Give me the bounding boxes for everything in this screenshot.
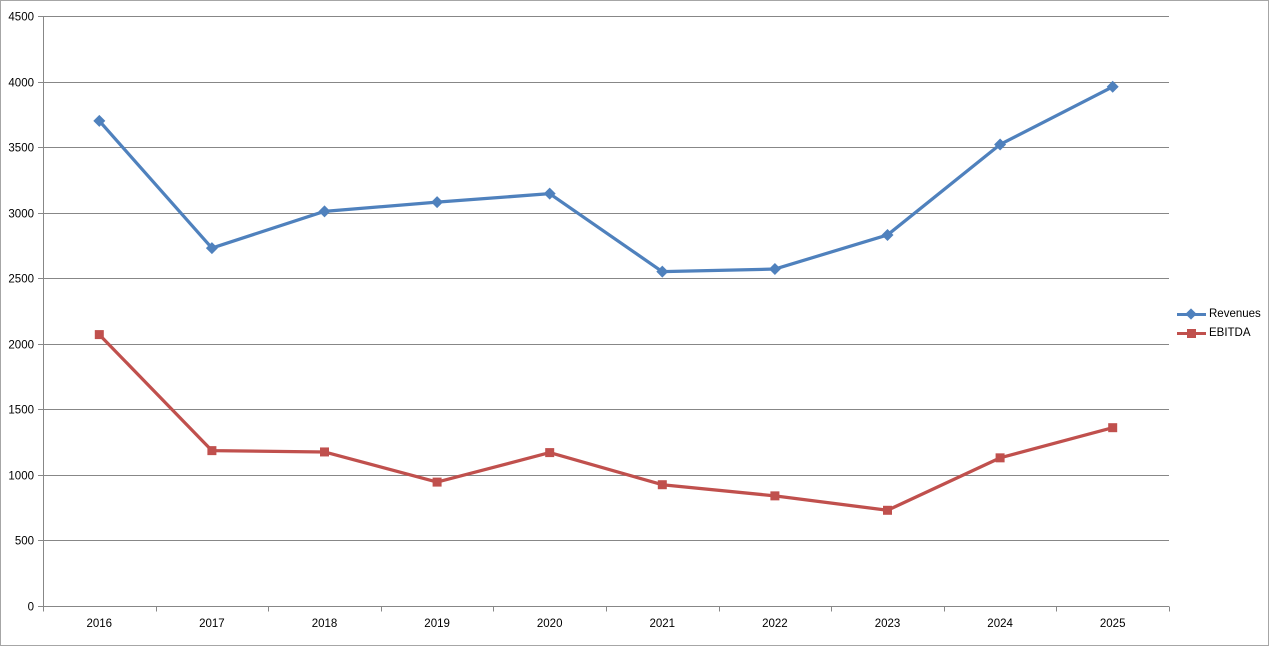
data-point-marker [657, 480, 667, 490]
data-point-marker [768, 263, 781, 276]
y-axis-label: 4500 [8, 12, 34, 24]
y-axis-label: 3000 [8, 209, 34, 221]
x-axis-label: 2025 [1100, 618, 1126, 630]
y-axis-label: 1000 [8, 471, 34, 483]
y-axis-label: 500 [15, 536, 34, 548]
ebitda-line-marker-icon [1177, 327, 1206, 339]
data-point-marker [205, 242, 218, 255]
data-point-marker [656, 265, 669, 278]
data-point-marker [770, 491, 780, 501]
x-axis-label: 2018 [312, 618, 338, 630]
data-point-marker [881, 228, 894, 241]
x-axis-label: 2021 [650, 618, 676, 630]
y-axis-label: 1500 [8, 405, 34, 417]
x-axis-label: 2022 [762, 618, 788, 630]
data-point-marker [545, 448, 555, 458]
y-axis-label: 0 [28, 602, 34, 614]
legend-label-revenues: Revenues [1209, 308, 1261, 320]
data-point-marker [318, 205, 331, 218]
legend-item-ebitda: EBITDA [1177, 325, 1261, 341]
data-point-marker [93, 114, 106, 127]
x-axis-label: 2020 [537, 618, 563, 630]
y-axis-label: 4000 [8, 78, 34, 90]
x-axis-label: 2023 [875, 618, 901, 630]
data-point-marker [431, 196, 444, 209]
y-axis-label: 3500 [8, 143, 34, 155]
data-point-marker [207, 446, 217, 456]
data-point-marker [432, 477, 442, 487]
data-point-marker [1106, 80, 1119, 93]
y-axis-label: 2000 [8, 340, 34, 352]
series-line-ebitda [97, 332, 1115, 512]
data-point-marker [1108, 423, 1118, 433]
data-point-marker [94, 330, 104, 340]
data-point-marker [883, 505, 892, 515]
legend-item-revenues: Revenues [1177, 306, 1261, 322]
data-point-marker [543, 187, 556, 200]
y-axis-label: 2500 [8, 274, 34, 286]
data-point-marker [994, 138, 1007, 151]
x-axis-label: 2017 [199, 618, 225, 630]
x-axis-label: 2016 [87, 618, 113, 630]
legend-label-ebitda: EBITDA [1209, 327, 1251, 339]
data-point-marker [320, 447, 329, 457]
series-line-revenues [97, 85, 1115, 274]
revenues-line-marker-icon [1177, 308, 1206, 320]
data-point-marker [995, 453, 1005, 463]
chart-legend: Revenues EBITDA [1177, 306, 1261, 341]
x-axis-label: 2024 [987, 618, 1013, 630]
x-axis-label: 2019 [424, 618, 450, 630]
